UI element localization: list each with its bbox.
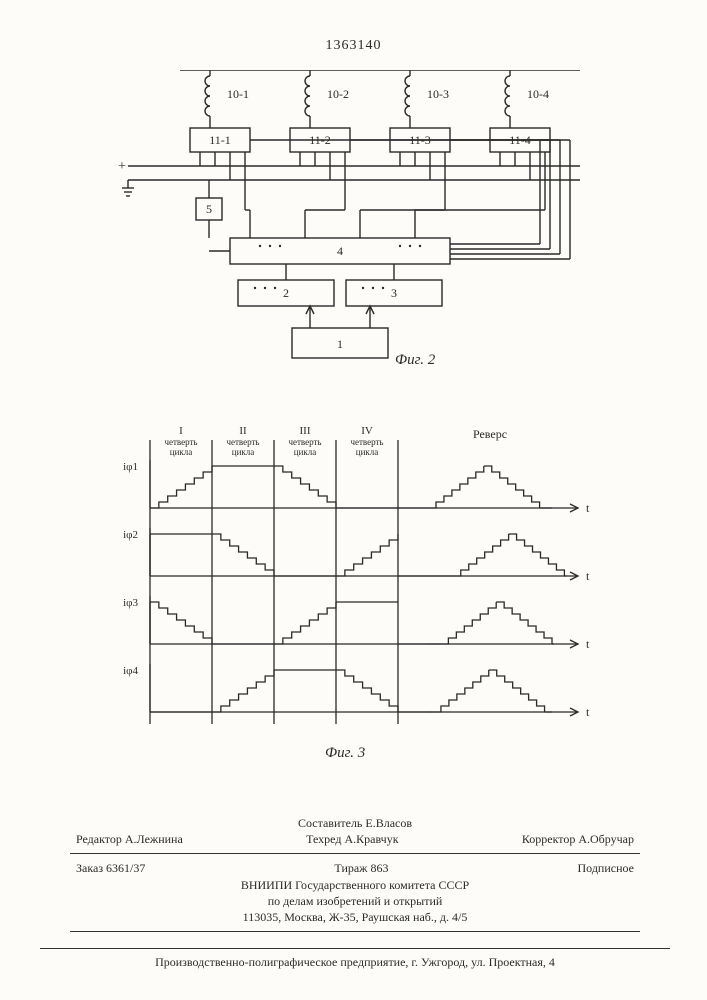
org-line2: по делам изобретений и открытий <box>70 893 640 909</box>
svg-text:1: 1 <box>337 337 343 351</box>
copies: Тираж 863 <box>334 860 388 876</box>
subscription: Подписное <box>578 860 635 876</box>
credits-block: Составитель Е.Власов Редактор А.Лежнина … <box>70 815 640 938</box>
svg-text:t: t <box>586 501 590 515</box>
figure-3-diagram: IчетвертьциклаIIчетвертьциклаIIIчетверть… <box>120 420 590 740</box>
svg-text:t: t <box>586 637 590 651</box>
svg-text:iφ3: iφ3 <box>123 597 138 609</box>
corrector: Корректор А.Обручар <box>522 831 634 847</box>
svg-text:II: II <box>239 425 247 437</box>
svg-text:5: 5 <box>206 202 212 216</box>
svg-text:III: III <box>300 425 311 437</box>
svg-text:10-2: 10-2 <box>327 87 349 101</box>
divider <box>70 853 640 854</box>
footer: Производственно-полиграфическое предприя… <box>40 942 670 970</box>
svg-text:четверть: четверть <box>350 437 383 447</box>
svg-text:цикла: цикла <box>232 447 255 457</box>
svg-text:iφ1: iφ1 <box>123 461 138 473</box>
figure-3-caption: Фиг. 3 <box>325 745 365 762</box>
svg-text:10-1: 10-1 <box>227 87 249 101</box>
compiler-line: Составитель Е.Власов <box>70 815 640 831</box>
svg-text:11-1: 11-1 <box>209 133 231 147</box>
svg-text:цикла: цикла <box>356 447 379 457</box>
figure-2-caption: Фиг. 2 <box>395 352 435 369</box>
svg-text:цикла: цикла <box>294 447 317 457</box>
order-no: Заказ 6361/37 <box>76 860 145 876</box>
svg-text:четверть: четверть <box>288 437 321 447</box>
svg-text:4: 4 <box>337 244 343 258</box>
divider <box>70 931 640 932</box>
svg-text:2: 2 <box>283 286 289 300</box>
svg-text:t: t <box>586 705 590 719</box>
svg-text:I: I <box>179 425 183 437</box>
org-line1: ВНИИПИ Государственного комитета СССР <box>70 877 640 893</box>
svg-text:цикла: цикла <box>170 447 193 457</box>
techred: Техред А.Кравчук <box>306 831 398 847</box>
svg-text:четверть: четверть <box>226 437 259 447</box>
svg-text:10-4: 10-4 <box>527 87 549 101</box>
figure-2-diagram: 10-111-110-211-210-311-310-411-4+54231 <box>110 70 610 390</box>
svg-text:t: t <box>586 569 590 583</box>
svg-text:четверть: четверть <box>164 437 197 447</box>
footer-text: Производственно-полиграфическое предприя… <box>40 955 670 970</box>
svg-text:3: 3 <box>391 286 397 300</box>
svg-text:Реверс: Реверс <box>473 427 507 441</box>
svg-text:+: + <box>118 159 126 174</box>
svg-text:iφ2: iφ2 <box>123 529 138 541</box>
document-number: 1363140 <box>0 38 707 54</box>
svg-text:10-3: 10-3 <box>427 87 449 101</box>
editor: Редактор А.Лежнина <box>76 831 183 847</box>
org-address: 113035, Москва, Ж-35, Раушская наб., д. … <box>70 909 640 925</box>
svg-text:iφ4: iφ4 <box>123 665 138 677</box>
svg-text:IV: IV <box>361 425 373 437</box>
